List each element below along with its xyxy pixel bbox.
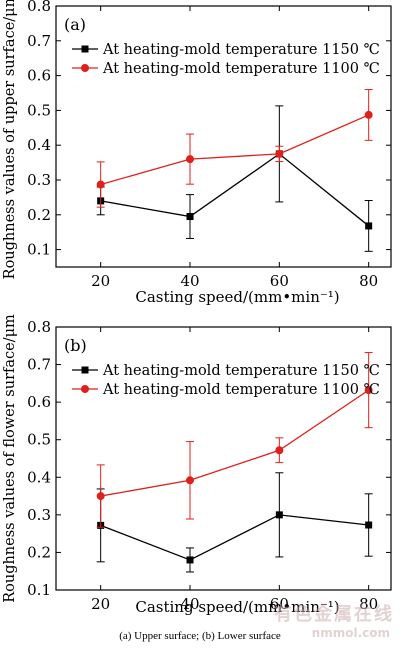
panel-label: (a) <box>64 15 86 34</box>
data-point-square-1 <box>275 511 283 519</box>
y-tick-label: 0.6 <box>27 393 51 411</box>
series-line-1 <box>100 514 369 561</box>
x-tick-label: 60 <box>270 595 289 613</box>
series-line-1 <box>100 153 370 227</box>
data-point-square-1 <box>365 222 373 230</box>
data-point-circle-2 <box>186 476 194 485</box>
x-tick-label: 20 <box>91 272 110 290</box>
y-tick-label: 0.3 <box>27 506 51 524</box>
legend-label-2: At heating-mold temperature 1100 ℃ <box>102 61 380 77</box>
series-line-2 <box>100 114 369 186</box>
data-point-square-1 <box>365 521 373 529</box>
y-tick-label: 0.7 <box>27 32 51 50</box>
legend-label-2: At heating-mold temperature 1100 ℃ <box>102 382 380 398</box>
data-point-square-1 <box>186 556 194 564</box>
plot-frame <box>55 5 392 268</box>
legend-marker-1 <box>81 366 89 374</box>
x-axis-label: Casting speed/(mm•min⁻¹) <box>135 288 339 306</box>
x-axis-label: Casting speed/(mm•min⁻¹) <box>135 598 339 616</box>
chart-panel-b: 0.1 0.2 0.3 0.4 0.5 0.6 0.7 0.8 20 40 60 80 Casting … <box>2 314 392 616</box>
x-tick-label: 80 <box>359 595 378 613</box>
x-tick-label: 60 <box>270 272 289 290</box>
y-tick-label: 0.2 <box>27 543 51 561</box>
legend-label-1: At heating-mold temperature 1150 ℃ <box>102 363 380 379</box>
legend-marker-2 <box>81 64 89 72</box>
y-tick-label: 0.1 <box>27 581 51 599</box>
x-tick-label: 20 <box>91 595 110 613</box>
data-point-circle-2 <box>275 149 284 158</box>
data-point-circle-2 <box>96 180 105 189</box>
series-line-2 <box>100 389 370 497</box>
panel-label: (b) <box>64 336 87 355</box>
y-tick-label: 0.5 <box>27 101 51 119</box>
y-tick-label: 0.2 <box>27 206 51 224</box>
y-tick-label: 0.4 <box>27 136 51 154</box>
legend-label-1: At heating-mold temperature 1150 ℃ <box>102 42 380 58</box>
watermark-url: nmmol.com <box>311 626 390 640</box>
data-point-circle-2 <box>186 155 194 164</box>
y-tick-label: 0.8 <box>27 0 51 15</box>
data-point-square-1 <box>186 213 194 221</box>
data-point-circle-2 <box>96 492 105 501</box>
y-tick-label: 0.3 <box>27 171 51 189</box>
legend-marker-1 <box>81 45 89 53</box>
figure-caption: (a) Upper surface; (b) Lower surface <box>119 630 281 642</box>
y-tick-label: 0.8 <box>27 318 51 336</box>
legend-marker-2 <box>81 385 89 393</box>
y-tick-label: 0.7 <box>27 356 51 374</box>
chart-panel-a: 0.1 0.2 0.3 0.4 0.5 0.6 0.7 0.8 20 40 60 80 Casting … <box>2 0 392 306</box>
y-tick-label: 0.1 <box>27 241 51 259</box>
watermark-text: 有色金属在线 <box>274 604 394 625</box>
y-axis-label: Roughness values of flower surface/μm <box>2 314 18 603</box>
plot-frame <box>55 326 392 591</box>
x-tick-label: 40 <box>180 272 199 290</box>
y-tick-label: 0.4 <box>27 468 51 486</box>
data-point-circle-2 <box>275 446 284 455</box>
y-axis-label: Roughness values of upper surface/μm <box>2 0 18 279</box>
data-point-circle-2 <box>364 110 373 119</box>
y-tick-label: 0.5 <box>27 431 51 449</box>
y-tick-label: 0.6 <box>27 67 51 85</box>
x-tick-label: 40 <box>180 595 199 613</box>
data-point-circle-2 <box>364 386 373 395</box>
x-tick-label: 80 <box>359 272 378 290</box>
